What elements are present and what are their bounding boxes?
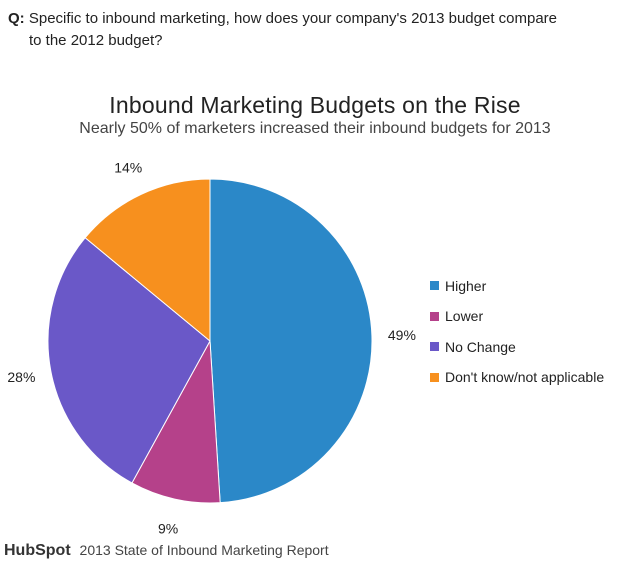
pie-slice-lower	[131, 339, 221, 504]
legend-item: Higher	[430, 277, 604, 294]
legend-swatch	[430, 281, 439, 290]
pie-slice-higher	[209, 178, 373, 504]
legend-swatch	[430, 311, 439, 321]
chart-subtitle: Nearly 50% of marketers increased their …	[79, 120, 551, 137]
legend-item: Don't know/not applicable	[430, 369, 605, 385]
slice-value-label: 28%	[7, 369, 35, 385]
slice-value-label: 9%	[158, 520, 178, 536]
legend-swatch	[430, 342, 439, 351]
legend-label: No Change	[445, 338, 516, 355]
question-text-line1: Specific to inbound marketing, how does …	[28, 10, 558, 27]
legend-item: Lower	[430, 308, 604, 324]
legend-label: Lower	[445, 308, 484, 324]
question-text-line2: to the 2012 budget?	[29, 32, 163, 49]
source-text: 2013 State of Inbound Marketing Report	[79, 542, 329, 558]
pie-slice-don-t-know-not-applicable	[84, 178, 211, 343]
slice-value-label: 14%	[114, 159, 142, 175]
brand-logo-text: HubSpot	[4, 542, 71, 559]
pie-slice-no-change	[47, 237, 211, 484]
legend-item: No Change	[430, 338, 604, 355]
question-label: Q:	[8, 10, 25, 27]
legend-swatch	[430, 372, 439, 382]
chart-title: Inbound Marketing Budgets on the Rise	[109, 92, 521, 118]
chart-legend: Higher Lower No Change Don't know/not appli…	[430, 278, 604, 400]
source-footer: HubSpot 2013 State of Inbound Marketing …	[4, 542, 329, 560]
survey-question: Q: Specific to inbound marketing, how do…	[8, 8, 618, 52]
slice-value-label: 49%	[388, 327, 416, 343]
legend-label: Higher	[445, 277, 487, 294]
legend-label: Don't know/not applicable	[445, 369, 605, 385]
